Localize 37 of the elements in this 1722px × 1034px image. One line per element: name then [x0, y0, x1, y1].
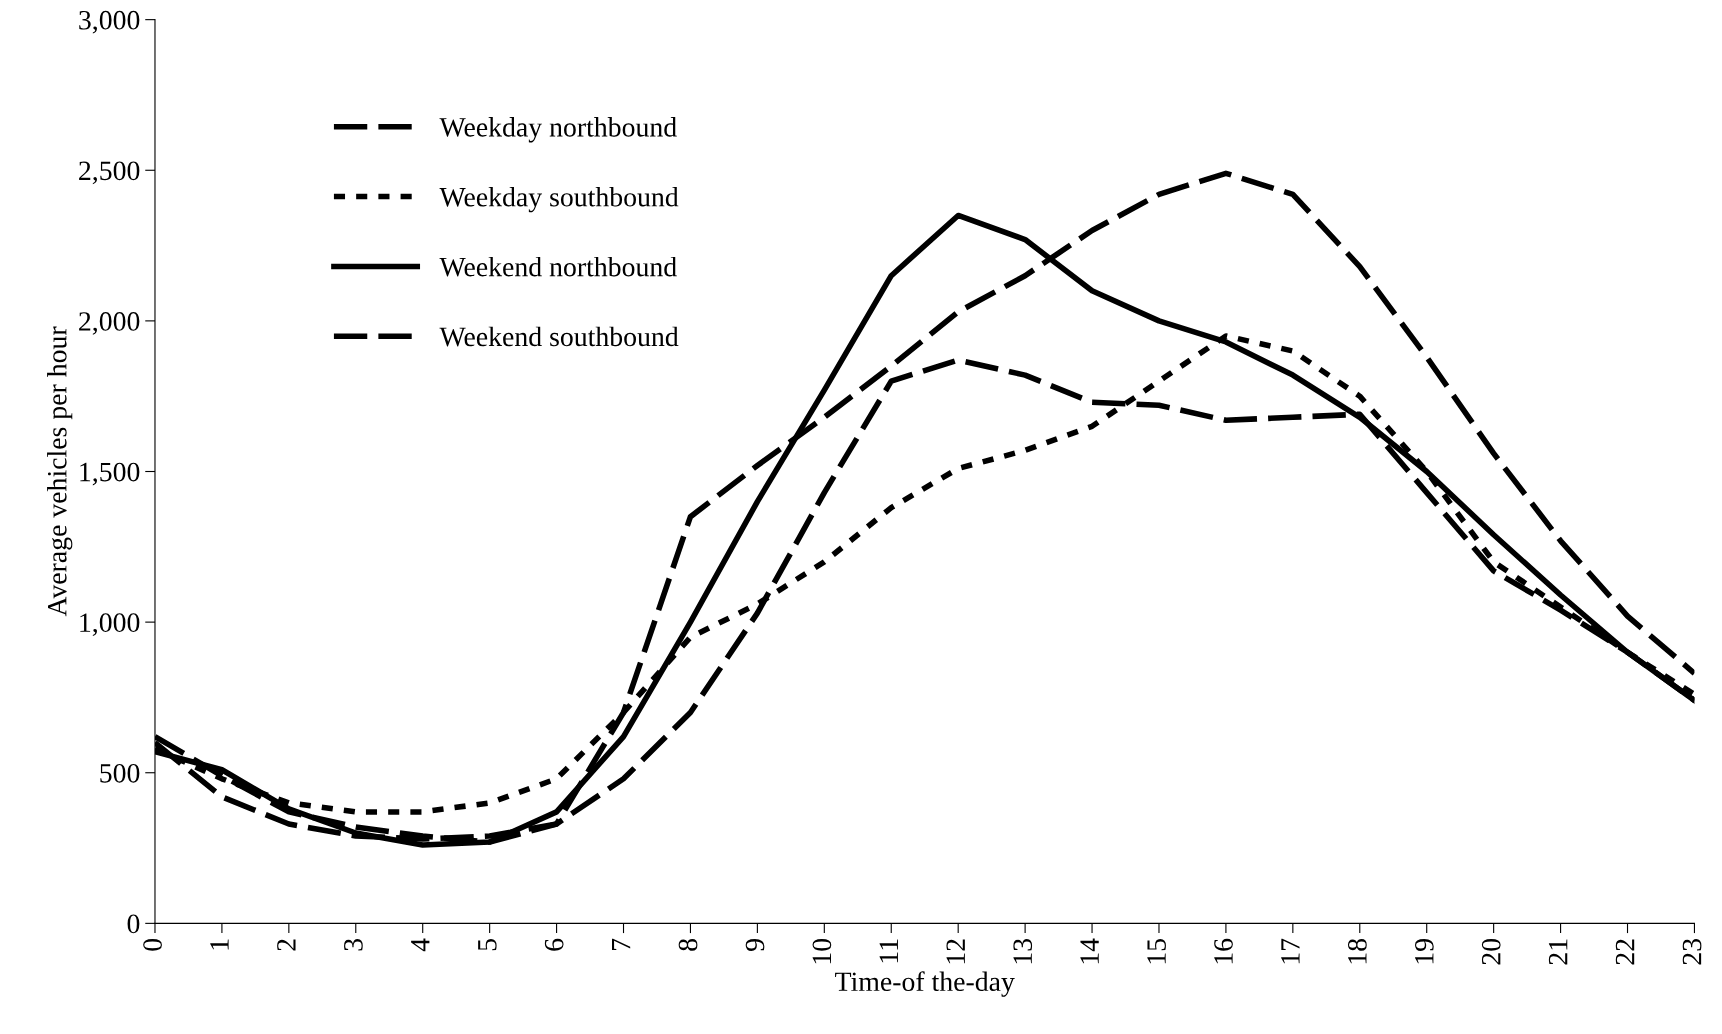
x-tick-label: 20	[1481, 939, 1501, 965]
x-tick-label: 22	[1615, 939, 1635, 965]
legend-label: Weekend southbound	[439, 326, 679, 347]
x-tick-label: 5	[478, 939, 497, 951]
x-tick-label: 11	[879, 939, 898, 963]
x-tick-label: 15	[1147, 939, 1166, 964]
x-tick-label: 12	[946, 939, 965, 964]
x-tick-label: 7	[612, 938, 631, 950]
x-tick-label: 3	[344, 939, 363, 951]
x-tick-label: 17	[1281, 938, 1300, 964]
x-tick-label: 14	[1080, 938, 1099, 964]
x-tick-label: 1	[210, 939, 229, 950]
y-tick-label: 1,000	[80, 613, 140, 637]
x-tick-label: 23	[1682, 939, 1702, 965]
legend-label: Weekend northbound	[439, 256, 677, 277]
x-tick-label: 8	[678, 939, 698, 951]
y-tick-label: 1,500	[80, 462, 140, 486]
y-tick-label: 2,000	[79, 312, 140, 335]
x-tick-label: 21	[1548, 939, 1568, 965]
x-tick-label: 4	[411, 938, 430, 952]
x-tick-label: 9	[745, 939, 765, 951]
legend-label: Weekday northbound	[439, 117, 677, 143]
y-tick-label: 0	[127, 914, 140, 934]
y-tick-label: 500	[100, 763, 140, 783]
x-tick-label: 13	[1013, 939, 1033, 964]
x-tick-label: 6	[544, 938, 564, 951]
x-tick-label: 0	[143, 939, 162, 951]
x-tick-label: 19	[1415, 939, 1434, 964]
legend-label: Weekday southbound	[439, 187, 679, 213]
x-tick-label: 18	[1347, 939, 1367, 964]
x-tick-label: 2	[277, 939, 296, 951]
y-tick-label: 3,000	[79, 10, 140, 34]
x-tick-label: 10	[812, 939, 832, 964]
y-tick-label: 2,500	[79, 161, 140, 185]
y-axis-title: Average vehicles per hour	[47, 326, 73, 617]
x-tick-label: 16	[1214, 938, 1233, 964]
x-axis-title: Time-of the-day	[835, 971, 1015, 997]
